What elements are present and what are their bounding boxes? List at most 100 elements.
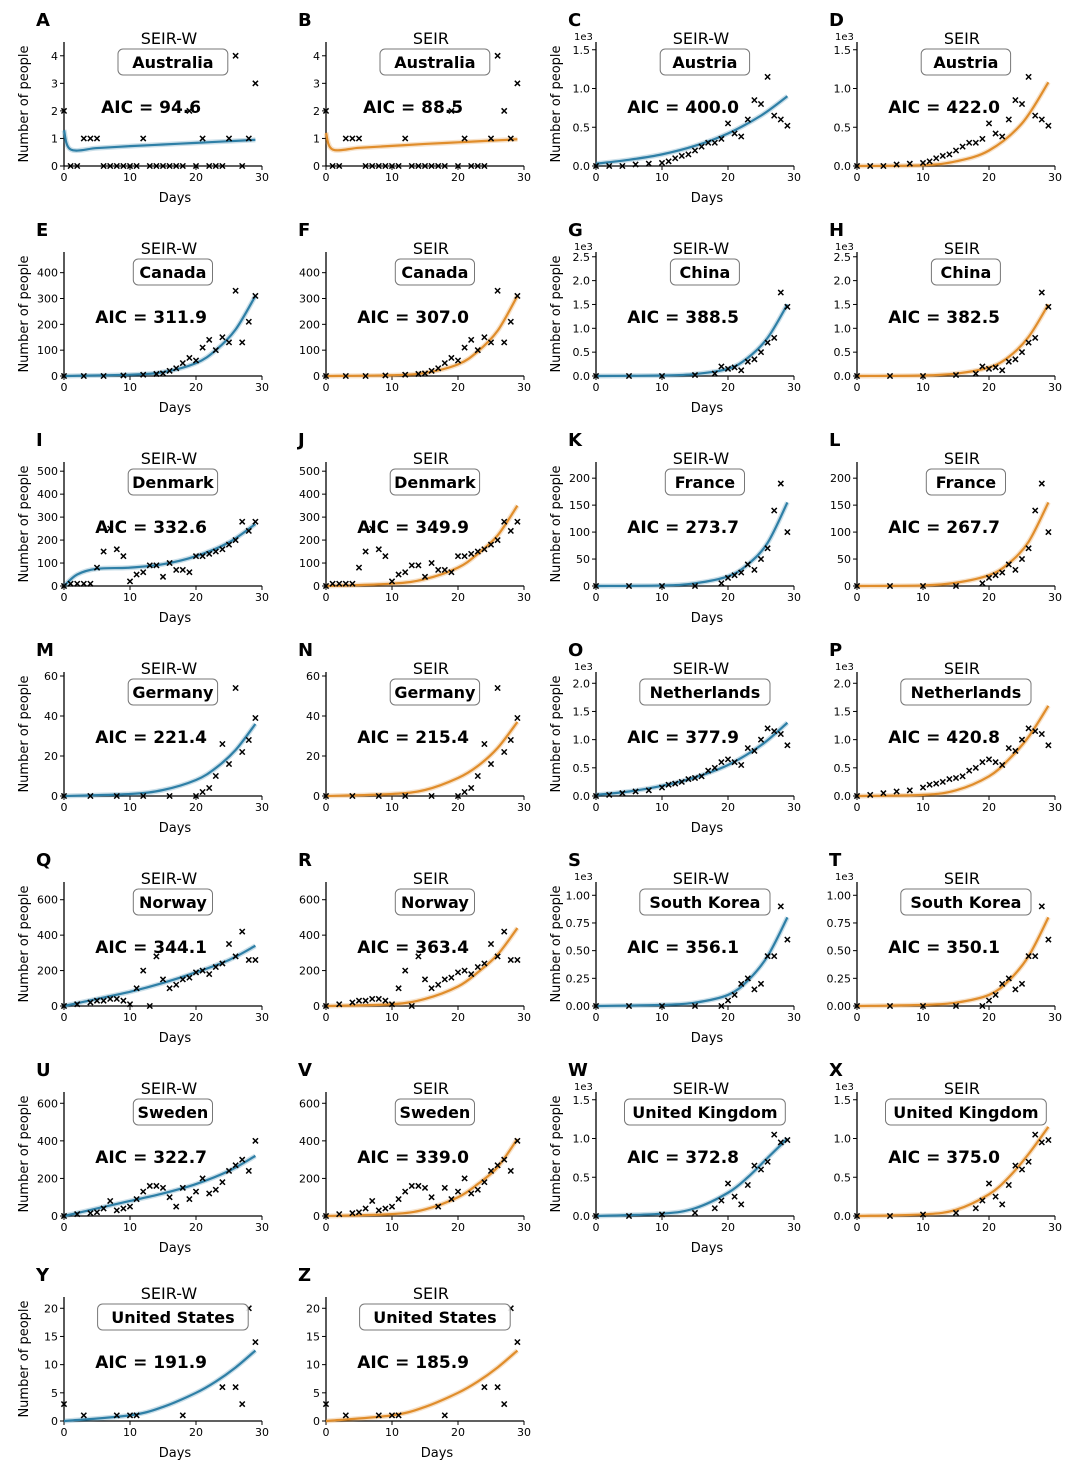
country-label: Australia xyxy=(394,53,475,72)
model-title: SEIR xyxy=(413,1079,449,1098)
observed-point xyxy=(468,550,475,557)
aic-label: AIC = 215.4 xyxy=(357,728,469,748)
observed-point xyxy=(972,1205,979,1212)
x-tick-label: 20 xyxy=(451,1221,465,1234)
y-tick-label: 0 xyxy=(313,1210,320,1223)
chart-panel-l: L SEIR 0 10 20 30 0 50 100 150 200 France AIC = 267.… xyxy=(793,420,1062,630)
observed-point xyxy=(74,1210,81,1218)
observed-point xyxy=(972,764,979,771)
x-tick-label: 30 xyxy=(517,1221,531,1234)
observed-point xyxy=(985,120,993,127)
observed-point xyxy=(919,1211,927,1218)
y-multiplier-label: 1e3 xyxy=(835,662,854,673)
country-label-box xyxy=(920,48,1012,76)
observed-point xyxy=(225,135,233,142)
y-tick-label: 100 xyxy=(830,526,851,539)
chart-svg: R SEIR 0 10 20 30 0 200 400 600 Norway AIC = 363.4 xyxy=(298,850,531,1024)
observed-point xyxy=(979,759,986,766)
fit-curve xyxy=(856,705,1050,798)
observed-point xyxy=(853,792,861,800)
observed-point xyxy=(219,1384,226,1391)
observed-point xyxy=(678,152,685,160)
observed-point xyxy=(501,107,508,115)
y-tick-label: 0 xyxy=(51,1210,58,1223)
observed-point xyxy=(133,985,140,992)
aic-label: AIC = 356.1 xyxy=(627,938,739,958)
observed-point xyxy=(140,967,147,974)
x-axis-label: Days xyxy=(159,1446,192,1461)
observed-point xyxy=(336,580,343,587)
observed-point xyxy=(173,162,180,170)
y-axis-label: Number of people xyxy=(17,45,32,162)
observed-point xyxy=(992,130,999,137)
fit-curve-band xyxy=(856,704,1051,799)
observed-point xyxy=(893,788,900,795)
aic-label: AIC = 375.0 xyxy=(888,1148,1000,1168)
observed-point xyxy=(1018,1166,1026,1173)
x-tick-label: 10 xyxy=(123,381,137,394)
y-tick-label: 0.5 xyxy=(834,346,852,359)
aic-label: AIC = 420.8 xyxy=(888,728,1000,748)
y-tick-label: 0.5 xyxy=(834,121,852,134)
observed-point xyxy=(711,139,718,146)
observed-point xyxy=(992,364,999,371)
x-tick-label: 0 xyxy=(854,801,861,814)
chart-svg: U SEIR-W 0 10 20 30 0 200 400 600 Days Number of pe… xyxy=(17,1060,269,1256)
observed-point xyxy=(192,969,200,976)
x-tick-label: 20 xyxy=(982,171,996,184)
observed-point xyxy=(441,162,448,170)
observed-point xyxy=(60,372,68,380)
observed-point xyxy=(777,116,784,123)
y-multiplier-label: 1e3 xyxy=(574,242,593,253)
observed-point xyxy=(1012,747,1019,755)
observed-point xyxy=(999,761,1006,769)
observed-point xyxy=(454,162,462,170)
y-tick-label: 15 xyxy=(44,1330,58,1343)
x-tick-label: 20 xyxy=(451,171,465,184)
observed-point xyxy=(100,1205,107,1212)
observed-point xyxy=(166,162,173,170)
observed-point xyxy=(1032,334,1039,341)
observed-point xyxy=(192,357,200,364)
observed-point xyxy=(395,985,402,992)
country-label-box xyxy=(127,468,219,496)
observed-point xyxy=(239,518,246,525)
observed-point xyxy=(232,1384,239,1391)
observed-point xyxy=(166,985,173,992)
y-tick-label: 0 xyxy=(51,160,58,173)
x-tick-label: 0 xyxy=(854,591,861,604)
observed-point xyxy=(375,792,382,800)
observed-point xyxy=(120,997,127,1004)
country-label-box xyxy=(900,678,1032,706)
chart-panel-x: X SEIR 1e3 0 10 20 30 0.0 0.5 1.0 1.5 United Kingdo… xyxy=(793,1050,1062,1260)
observed-point xyxy=(606,162,613,170)
observed-point xyxy=(186,974,193,981)
x-tick-label: 10 xyxy=(385,1221,399,1234)
observed-point xyxy=(685,151,692,158)
panel-letter: W xyxy=(568,1060,588,1081)
model-title: SEIR xyxy=(944,29,980,48)
observed-point xyxy=(80,372,87,380)
observed-point xyxy=(658,784,666,791)
observed-point xyxy=(199,1175,206,1182)
chart-svg: P SEIR 1e3 0 10 20 30 0.0 0.5 1.0 1.5 2.0 Netherland… xyxy=(829,640,1062,814)
observed-point xyxy=(966,767,973,774)
x-tick-label: 30 xyxy=(1048,1011,1062,1024)
observed-point xyxy=(764,1158,771,1165)
observed-point xyxy=(415,953,422,960)
x-axis-label: Days xyxy=(159,821,192,836)
y-tick-label: 50 xyxy=(837,553,851,566)
x-tick-label: 10 xyxy=(916,171,930,184)
observed-point xyxy=(441,359,448,367)
chart-panel-z: Z SEIR 0 10 20 30 0 5 10 15 20 Days United States AIC… xyxy=(262,1255,531,1465)
y-axis-label: Number of people xyxy=(17,255,32,372)
observed-point xyxy=(448,1195,455,1203)
y-tick-label: 0 xyxy=(313,790,320,803)
x-tick-label: 30 xyxy=(787,171,801,184)
y-tick-label: 400 xyxy=(37,929,58,942)
y-tick-label: 0.0 xyxy=(834,1210,852,1223)
y-tick-label: 300 xyxy=(37,511,58,524)
observed-point xyxy=(159,1184,167,1191)
observed-point xyxy=(402,792,409,800)
y-tick-label: 1 xyxy=(51,132,58,145)
